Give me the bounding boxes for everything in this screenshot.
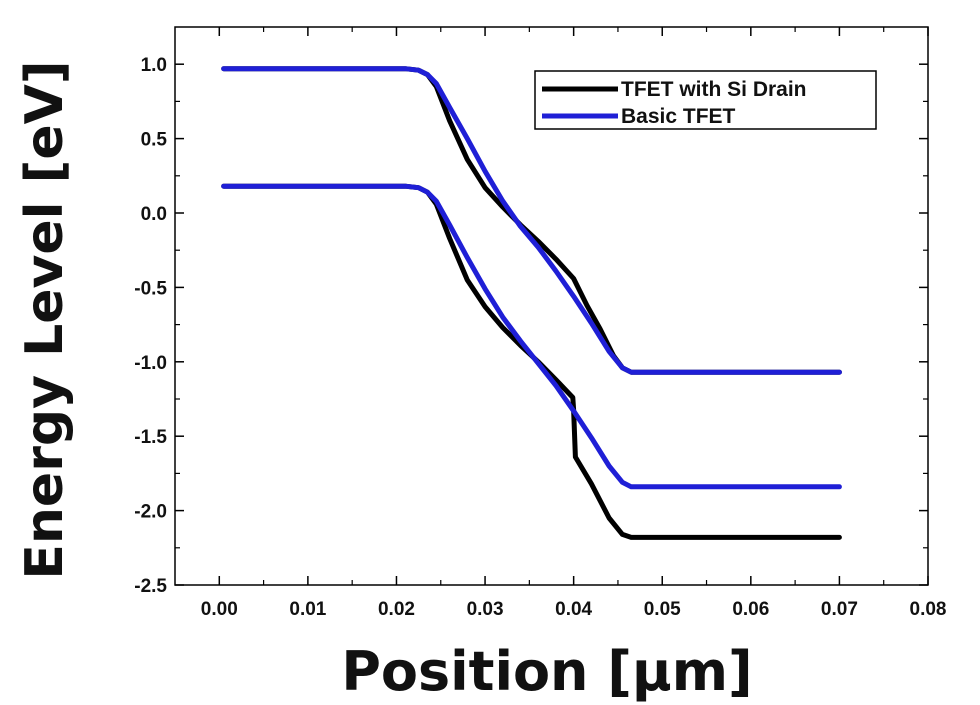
legend-label-tfet-si-drain: TFET with Si Drain xyxy=(621,78,807,101)
legend: TFET with Si Drain Basic TFET xyxy=(534,70,877,130)
x-tick-label: 0.00 xyxy=(201,599,238,620)
x-axis-title: Position [μm] xyxy=(341,640,752,703)
plot-frame xyxy=(174,26,929,586)
x-tick-label: 0.03 xyxy=(467,599,504,620)
y-tick-label: 0.0 xyxy=(141,204,167,225)
x-tick-label: 0.06 xyxy=(732,599,769,620)
x-tick-label: 0.07 xyxy=(821,599,858,620)
x-tick-label: 0.08 xyxy=(910,599,947,620)
y-tick-label: -1.0 xyxy=(134,353,167,374)
series-layer xyxy=(221,66,842,540)
y-tick-label: -0.5 xyxy=(134,278,167,299)
x-tick-label: 0.04 xyxy=(555,599,592,620)
x-tick-label: 0.01 xyxy=(289,599,326,620)
series-line-basic-tfet-valence xyxy=(221,183,842,490)
series-line-basic-tfet-conduction xyxy=(221,66,842,375)
y-axis-title: Energy Level [eV] xyxy=(15,60,75,579)
y-tick-label: 1.0 xyxy=(141,55,167,76)
y-tick-label: -2.5 xyxy=(134,576,167,597)
tick-labels-layer: 0.00 0.01 0.02 0.03 0.04 0.05 0.06 0.07 0.08 1.0 0… xyxy=(134,55,946,620)
y-tick-label: -1.5 xyxy=(134,427,167,448)
legend-label-basic-tfet: Basic TFET xyxy=(621,105,736,128)
legend-box xyxy=(534,70,877,130)
x-tick-label: 0.02 xyxy=(378,599,415,620)
x-tick-label: 0.05 xyxy=(644,599,681,620)
y-tick-label: 0.5 xyxy=(141,130,168,151)
y-tick-label: -2.0 xyxy=(134,502,167,523)
